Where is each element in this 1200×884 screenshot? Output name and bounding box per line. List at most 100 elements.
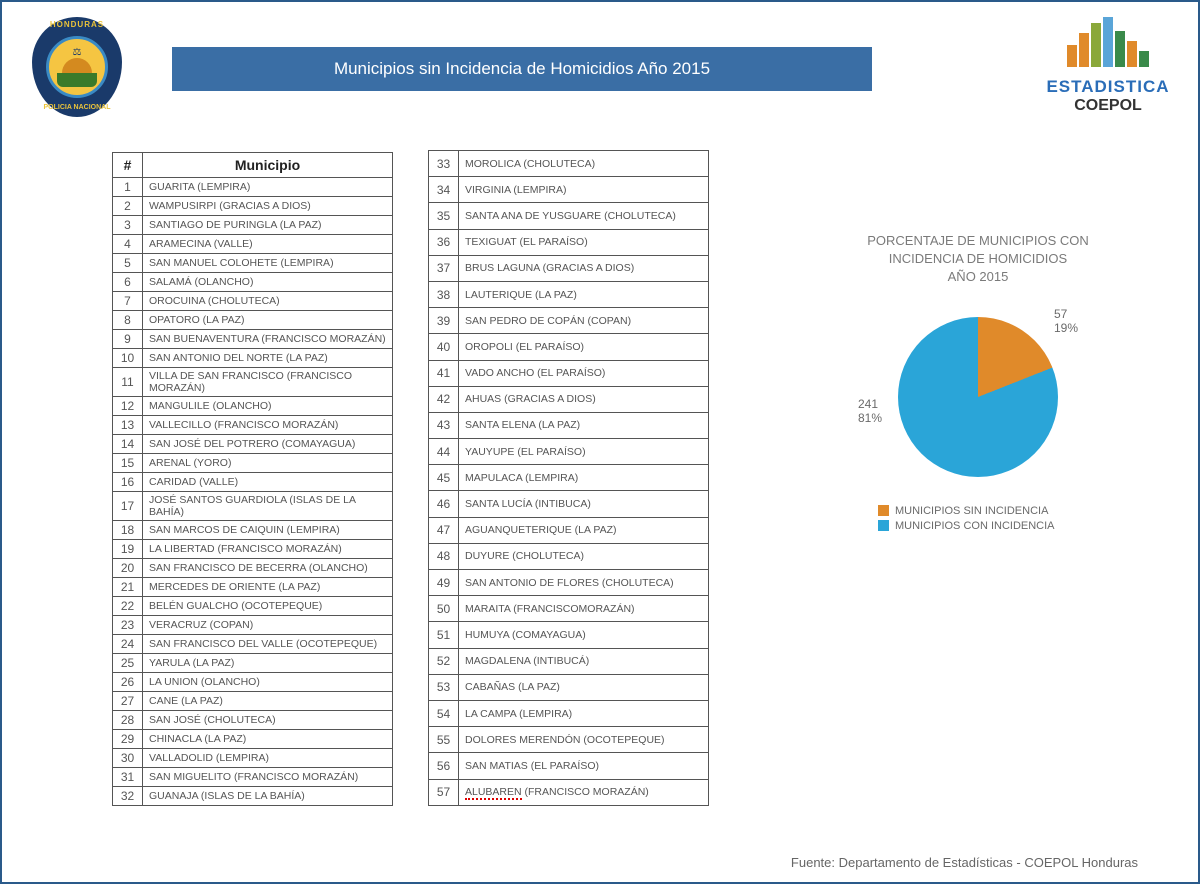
table-row: 45MAPULACA (LEMPIRA)	[429, 465, 709, 491]
table-row: 20SAN FRANCISCO DE BECERRA (OLANCHO)	[113, 559, 393, 578]
pie-label-con: 241 81%	[858, 397, 882, 426]
title-bar: Municipios sin Incidencia de Homicidios …	[172, 47, 872, 91]
row-number: 3	[113, 216, 143, 235]
row-municipio: LA LIBERTAD (FRANCISCO MORAZÁN)	[143, 540, 393, 559]
table-row: 28SAN JOSÉ (CHOLUTECA)	[113, 711, 393, 730]
row-municipio: SANTIAGO DE PURINGLA (LA PAZ)	[143, 216, 393, 235]
table-row: 5SAN MANUEL COLOHETE (LEMPIRA)	[113, 254, 393, 273]
row-number: 34	[429, 177, 459, 203]
table-row: 14SAN JOSÉ DEL POTRERO (COMAYAGUA)	[113, 435, 393, 454]
row-municipio: MANGULILE (OLANCHO)	[143, 397, 393, 416]
row-number: 25	[113, 654, 143, 673]
row-municipio: OROCUINA (CHOLUTECA)	[143, 292, 393, 311]
row-number: 29	[113, 730, 143, 749]
row-municipio: AHUAS (GRACIAS A DIOS)	[459, 386, 709, 412]
row-municipio: CHINACLA (LA PAZ)	[143, 730, 393, 749]
legend-label: MUNICIPIOS CON INCIDENCIA	[895, 520, 1055, 532]
row-number: 1	[113, 178, 143, 197]
row-number: 36	[429, 229, 459, 255]
table-row: 40OROPOLI (EL PARAÍSO)	[429, 334, 709, 360]
row-municipio: SAN MATIAS (EL PARAÍSO)	[459, 753, 709, 779]
row-municipio: SAN MIGUELITO (FRANCISCO MORAZÁN)	[143, 768, 393, 787]
table-row: 39SAN PEDRO DE COPÁN (COPAN)	[429, 308, 709, 334]
table-row: 7OROCUINA (CHOLUTECA)	[113, 292, 393, 311]
row-number: 44	[429, 439, 459, 465]
pie-sin-pct: 19%	[1054, 321, 1078, 335]
row-municipio: MAGDALENA (INTIBUCÁ)	[459, 648, 709, 674]
row-municipio: WAMPUSIRPI (GRACIAS A DIOS)	[143, 197, 393, 216]
pie-sin-count: 57	[1054, 307, 1067, 321]
row-municipio: DUYURE (CHOLUTECA)	[459, 543, 709, 569]
row-number: 18	[113, 521, 143, 540]
pie-chart	[898, 317, 1058, 477]
row-number: 35	[429, 203, 459, 229]
row-municipio: AGUANQUETERIQUE (LA PAZ)	[459, 517, 709, 543]
row-number: 47	[429, 517, 459, 543]
row-municipio: SAN JOSÉ (CHOLUTECA)	[143, 711, 393, 730]
row-number: 45	[429, 465, 459, 491]
row-municipio: DOLORES MERENDÓN (OCOTEPEQUE)	[459, 727, 709, 753]
legend-swatch	[878, 505, 889, 516]
row-number: 38	[429, 281, 459, 307]
table-row: 35SANTA ANA DE YUSGUARE (CHOLUTECA)	[429, 203, 709, 229]
table-row: 47AGUANQUETERIQUE (LA PAZ)	[429, 517, 709, 543]
row-municipio: YAUYUPE (EL PARAÍSO)	[459, 439, 709, 465]
badge-top-text: HONDURAS	[50, 20, 104, 29]
row-number: 12	[113, 397, 143, 416]
row-number: 22	[113, 597, 143, 616]
row-number: 14	[113, 435, 143, 454]
row-municipio: SAN ANTONIO DEL NORTE (LA PAZ)	[143, 349, 393, 368]
pie-label-sin: 57 19%	[1054, 307, 1078, 336]
row-municipio: MARAITA (FRANCISCOMORAZÁN)	[459, 596, 709, 622]
table-row: 46SANTA LUCÍA (INTIBUCA)	[429, 491, 709, 517]
pie-con-pct: 81%	[858, 411, 882, 425]
page: HONDURAS ⚖ POLICIA NACIONAL ESTADISTICA …	[0, 0, 1200, 884]
row-number: 50	[429, 596, 459, 622]
row-municipio: GUARITA (LEMPIRA)	[143, 178, 393, 197]
row-number: 21	[113, 578, 143, 597]
table-row: 25YARULA (LA PAZ)	[113, 654, 393, 673]
table-row: 30VALLADOLID (LEMPIRA)	[113, 749, 393, 768]
row-number: 9	[113, 330, 143, 349]
row-municipio: SANTA ELENA (LA PAZ)	[459, 412, 709, 438]
row-municipio: ARAMECINA (VALLE)	[143, 235, 393, 254]
row-municipio: SAN MARCOS DE CAIQUIN (LEMPIRA)	[143, 521, 393, 540]
row-municipio: LAUTERIQUE (LA PAZ)	[459, 281, 709, 307]
table-row: 16CARIDAD (VALLE)	[113, 473, 393, 492]
table-row: 52MAGDALENA (INTIBUCÁ)	[429, 648, 709, 674]
table-row: 38LAUTERIQUE (LA PAZ)	[429, 281, 709, 307]
row-municipio: SAN JOSÉ DEL POTRERO (COMAYAGUA)	[143, 435, 393, 454]
table-row: 56SAN MATIAS (EL PARAÍSO)	[429, 753, 709, 779]
row-municipio: SAN MANUEL COLOHETE (LEMPIRA)	[143, 254, 393, 273]
table-row: 53CABAÑAS (LA PAZ)	[429, 674, 709, 700]
row-municipio: CABAÑAS (LA PAZ)	[459, 674, 709, 700]
table-row: 8OPATORO (LA PAZ)	[113, 311, 393, 330]
table-row: 24SAN FRANCISCO DEL VALLE (OCOTEPEQUE)	[113, 635, 393, 654]
table-row: 3SANTIAGO DE PURINGLA (LA PAZ)	[113, 216, 393, 235]
table-row: 13VALLECILLO (FRANCISCO MORAZÁN)	[113, 416, 393, 435]
row-number: 40	[429, 334, 459, 360]
row-number: 48	[429, 543, 459, 569]
table-row: 43SANTA ELENA (LA PAZ)	[429, 412, 709, 438]
row-number: 39	[429, 308, 459, 334]
table-row: 54LA CAMPA (LEMPIRA)	[429, 700, 709, 726]
row-number: 6	[113, 273, 143, 292]
badge-bottom-text: POLICIA NACIONAL	[43, 104, 110, 111]
row-municipio: HUMUYA (COMAYAGUA)	[459, 622, 709, 648]
row-number: 7	[113, 292, 143, 311]
logo-bars	[1033, 17, 1183, 67]
row-number: 16	[113, 473, 143, 492]
row-number: 42	[429, 386, 459, 412]
row-number: 23	[113, 616, 143, 635]
row-number: 4	[113, 235, 143, 254]
row-municipio: CARIDAD (VALLE)	[143, 473, 393, 492]
col-header-name: Municipio	[143, 153, 393, 178]
row-municipio: CANE (LA PAZ)	[143, 692, 393, 711]
row-number: 26	[113, 673, 143, 692]
legend-item: MUNICIPIOS CON INCIDENCIA	[878, 520, 1128, 532]
logo-text-line2: COEPOL	[1033, 97, 1183, 115]
row-municipio: BELÉN GUALCHO (OCOTEPEQUE)	[143, 597, 393, 616]
row-municipio: SAN BUENAVENTURA (FRANCISCO MORAZÁN)	[143, 330, 393, 349]
legend-swatch	[878, 520, 889, 531]
table-row: 34VIRGINIA (LEMPIRA)	[429, 177, 709, 203]
